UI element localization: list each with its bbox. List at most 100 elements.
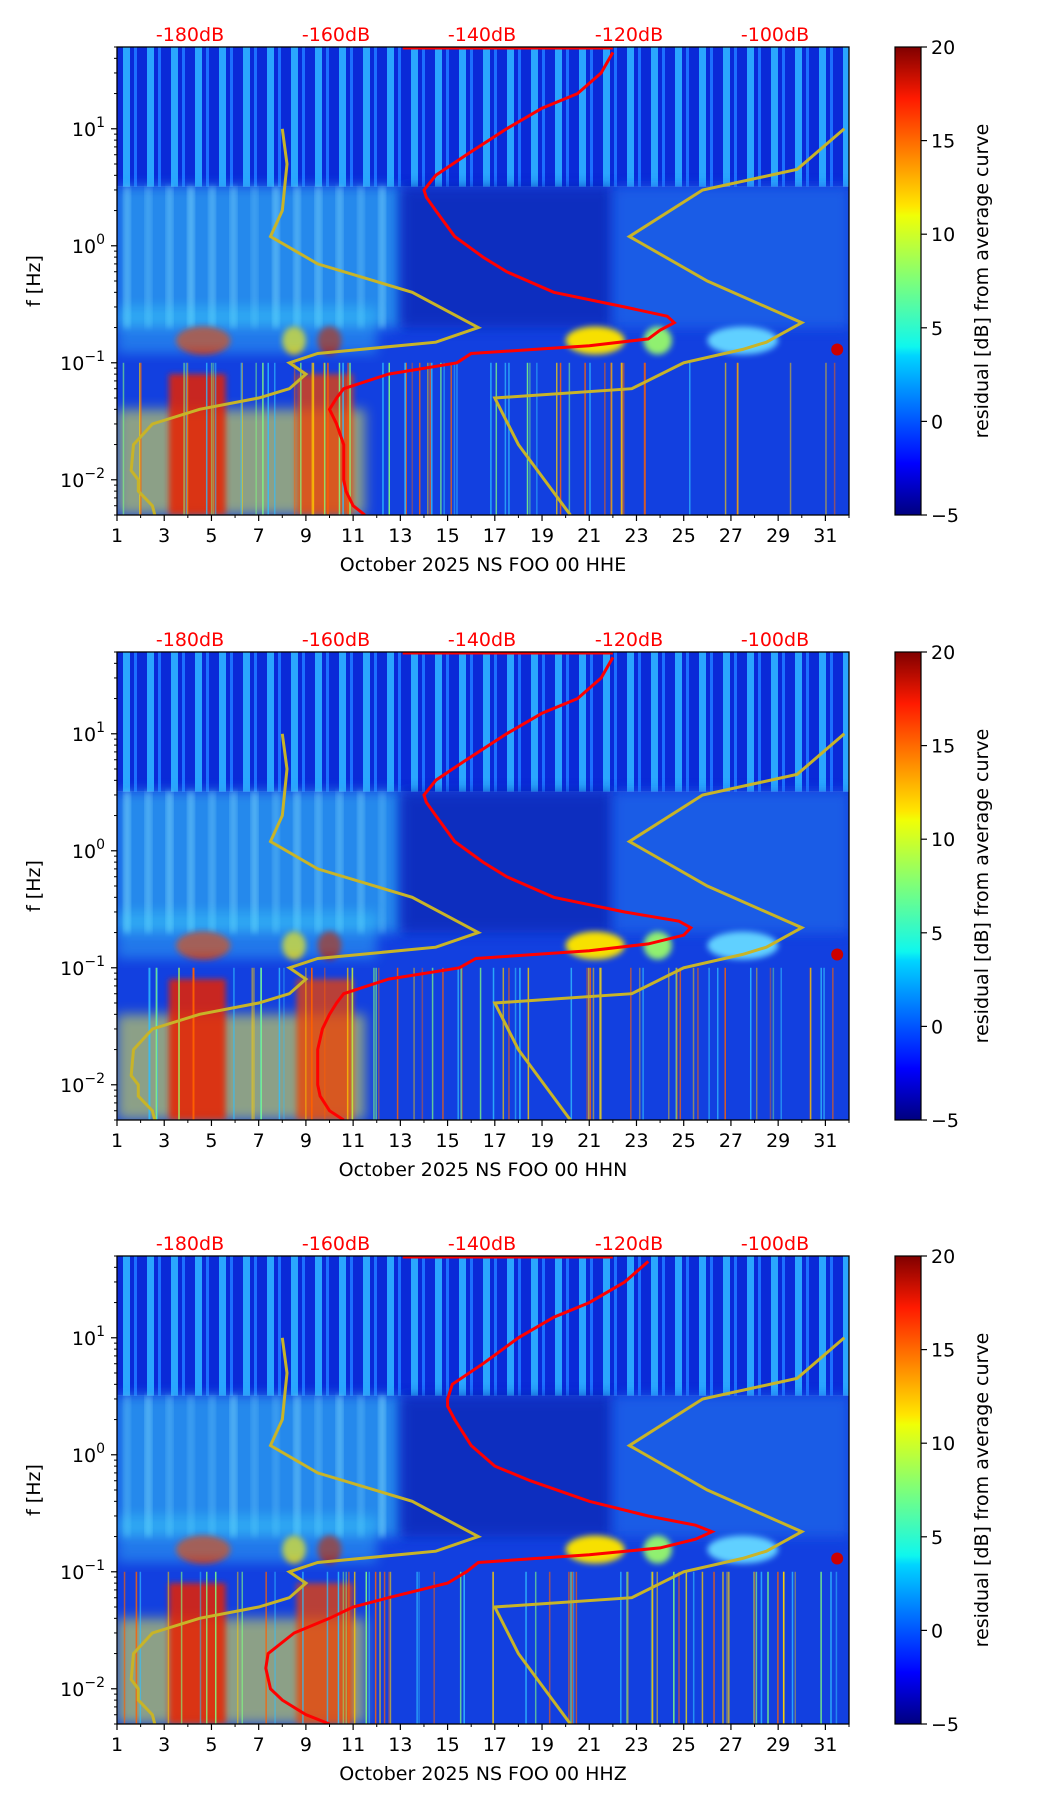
x-tick-label: 15 — [435, 1734, 459, 1756]
y-tick-label: 10−1 — [60, 954, 105, 980]
spectrogram-image — [117, 47, 849, 515]
colorbar-tick-label: 20 — [931, 642, 955, 664]
x-tick-label: 11 — [341, 1130, 365, 1152]
y-tick-base: 10 — [72, 724, 96, 746]
db-scale-label: -120dB — [595, 629, 663, 651]
colorbar: −5 0 5 10 15 20 residual [dB] from average cur… — [894, 37, 993, 527]
db-scale-label: -160dB — [302, 629, 370, 651]
y-axis-label: f [Hz] — [23, 255, 45, 307]
x-tick-label: 29 — [766, 1130, 790, 1152]
low-noise-model-line — [129, 128, 483, 515]
y-tick-label: 100 — [72, 232, 105, 258]
high-noise-model-line — [492, 732, 846, 1120]
x-tick-label: 11 — [341, 525, 365, 547]
x-tick-label: 5 — [205, 1130, 217, 1152]
x-tick-label: 29 — [766, 1734, 790, 1756]
x-tick-label: 29 — [766, 525, 790, 547]
y-axis-label: f [Hz] — [23, 1464, 45, 1516]
y-tick-label: 101 — [72, 1324, 105, 1350]
x-tick-label: 27 — [719, 1734, 743, 1756]
y-tick-exponent: −1 — [84, 349, 105, 365]
colorbar-gradient — [894, 651, 922, 1121]
x-tick-label: 31 — [813, 1734, 837, 1756]
x-tick-label: 31 — [813, 525, 837, 547]
colorbar-tick-label: 20 — [931, 1246, 955, 1268]
y-tick-base: 10 — [72, 1445, 96, 1467]
colorbar-tick-label: 0 — [931, 1620, 943, 1642]
mean-psd-curve — [316, 656, 694, 1120]
colorbar: −5 0 5 10 15 20 residual [dB] from average cur… — [894, 1246, 993, 1736]
y-tick-exponent: 0 — [96, 232, 105, 248]
x-tick-label: 25 — [672, 1130, 696, 1152]
x-tick-label: 23 — [624, 1734, 648, 1756]
db-scale-label: -100dB — [741, 629, 809, 651]
y-tick-label: 101 — [72, 720, 105, 746]
x-tick-label: 19 — [530, 525, 554, 547]
x-tick-label: 23 — [624, 1130, 648, 1152]
db-scale-label: -120dB — [595, 24, 663, 46]
colorbar: −5 0 5 10 15 20 residual [dB] from average cur… — [894, 642, 993, 1132]
x-tick-label: 23 — [624, 525, 648, 547]
x-tick-label: 9 — [300, 1734, 312, 1756]
x-tick-label: 25 — [672, 525, 696, 547]
x-tick-label: 13 — [388, 1130, 412, 1152]
x-axis-label: October 2025 NS FOO 00 HHZ — [339, 1763, 626, 1785]
colorbar-tick-label: 0 — [931, 411, 943, 433]
x-tick-label: 19 — [530, 1734, 554, 1756]
x-tick-label: 1 — [111, 525, 123, 547]
y-tick-base: 10 — [60, 1562, 84, 1584]
colorbar-label: residual [dB] from average curve — [971, 1333, 993, 1648]
x-tick-label: 21 — [577, 525, 601, 547]
x-tick-label: 5 — [205, 1734, 217, 1756]
db-scale-label: -120dB — [595, 1233, 663, 1255]
x-tick-label: 7 — [253, 1130, 265, 1152]
colorbar-gradient — [894, 1255, 922, 1725]
colorbar-tick-label: 10 — [931, 829, 955, 851]
low-noise-model-line — [129, 733, 483, 1120]
x-tick-label: 9 — [300, 525, 312, 547]
y-tick-base: 10 — [72, 119, 96, 141]
y-tick-base: 10 — [60, 470, 84, 492]
x-tick-label: 21 — [577, 1130, 601, 1152]
db-scale-label: -180dB — [156, 1233, 224, 1255]
y-tick-exponent: 1 — [96, 1324, 105, 1340]
spectrogram-image — [117, 1256, 849, 1724]
db-scale-label: -160dB — [302, 1233, 370, 1255]
db-scale-label: -180dB — [156, 629, 224, 651]
y-tick-label: 101 — [72, 115, 105, 141]
x-tick-label: 15 — [435, 525, 459, 547]
x-tick-label: 27 — [719, 525, 743, 547]
y-tick-base: 10 — [60, 353, 84, 375]
high-noise-model-line — [492, 1336, 846, 1724]
y-axis-label: f [Hz] — [23, 860, 45, 912]
colorbar-tick-label: 15 — [931, 736, 955, 758]
x-tick-label: 13 — [388, 525, 412, 547]
db-scale-label: -140dB — [448, 1233, 516, 1255]
y-tick-label: 10−2 — [60, 1675, 105, 1701]
y-tick-exponent: 0 — [96, 837, 105, 853]
y-tick-exponent: −2 — [84, 466, 105, 482]
db-scale-label: -160dB — [302, 24, 370, 46]
y-tick-label: 100 — [72, 837, 105, 863]
colorbar-gradient — [894, 46, 922, 516]
y-tick-base: 10 — [72, 1328, 96, 1350]
colorbar-tick-label: 10 — [931, 1433, 955, 1455]
y-tick-base: 10 — [72, 841, 96, 863]
high-noise-model-line — [492, 127, 846, 515]
y-tick-base: 10 — [60, 1075, 84, 1097]
x-tick-label: 25 — [672, 1734, 696, 1756]
x-tick-label: 17 — [483, 1130, 507, 1152]
x-tick-label: 7 — [253, 525, 265, 547]
colorbar-tick-label: 5 — [931, 1527, 943, 1549]
y-tick-exponent: −1 — [84, 954, 105, 970]
spectrogram-panel: 1 3 5 7 9 11 13 15 17 19 21 23 25 27 29 3110−210−110010… — [23, 24, 993, 576]
x-tick-label: 21 — [577, 1734, 601, 1756]
spectrogram-panel: 1 3 5 7 9 11 13 15 17 19 21 23 25 27 29 3110−210−110010… — [23, 629, 993, 1181]
colorbar-label: residual [dB] from average curve — [971, 124, 993, 439]
y-tick-exponent: 0 — [96, 1441, 105, 1457]
db-scale-label: -100dB — [741, 24, 809, 46]
x-axis-label: October 2025 NS FOO 00 HHE — [340, 554, 626, 576]
y-tick-exponent: −2 — [84, 1071, 105, 1087]
y-tick-exponent: −2 — [84, 1675, 105, 1691]
